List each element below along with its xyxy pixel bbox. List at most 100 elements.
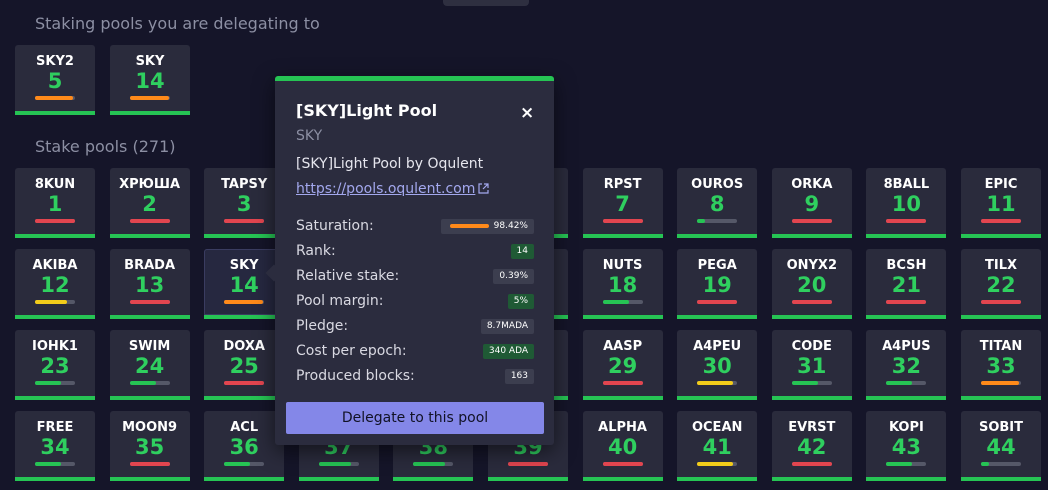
- saturation-bar: [981, 300, 1021, 304]
- stat-label: Pledge:: [296, 318, 349, 334]
- pool-rank: 43: [891, 435, 921, 459]
- pool-tile[interactable]: AKIBA 12: [15, 249, 95, 319]
- stake-pools-section-title: Stake pools (271): [35, 137, 176, 156]
- pool-rank: 25: [229, 354, 259, 378]
- pool-ticker: BRADA: [124, 258, 176, 273]
- pool-description: [SKY]Light Pool by Oqulent: [296, 156, 484, 172]
- pool-rank: 29: [607, 354, 638, 378]
- pool-rank: 34: [40, 435, 70, 459]
- saturation-bar: [35, 381, 75, 385]
- pool-tile[interactable]: TAPSY 3: [204, 168, 285, 238]
- pool-ticker: ХРЮША: [119, 177, 181, 192]
- pool-rank: 13: [134, 273, 165, 297]
- pool-tile[interactable]: IOHK1 23: [15, 330, 95, 400]
- pool-tile[interactable]: 8BALL 10: [866, 168, 947, 238]
- pool-homepage-link[interactable]: https://pools.oqulent.com: [296, 181, 489, 197]
- pool-ticker: NUTS: [602, 258, 643, 273]
- saturation-fill: [35, 381, 61, 385]
- pool-tile[interactable]: EPIC 11: [961, 168, 1041, 238]
- pool-tile[interactable]: A4PEU 30: [677, 330, 758, 400]
- close-icon[interactable]: ×: [520, 103, 535, 123]
- pool-tile[interactable]: PEGA 19: [677, 249, 758, 319]
- pool-tooltip: [SKY]Light Pool SKY × [SKY]Light Pool by…: [265, 76, 554, 445]
- pool-rank: 22: [986, 273, 1016, 297]
- stat-value-badge: 14: [510, 244, 534, 259]
- pool-tile[interactable]: ХРЮША 2: [109, 168, 190, 238]
- saturation-fill: [35, 300, 67, 304]
- pool-tile[interactable]: SKY2 5: [15, 45, 95, 115]
- pool-tile[interactable]: ALPHA 40: [582, 411, 663, 481]
- saturation-fill: [886, 381, 913, 385]
- pool-rank: 33: [986, 354, 1016, 378]
- pool-tile[interactable]: SKY 14: [204, 249, 285, 319]
- pool-tile[interactable]: OUROS 8: [677, 168, 758, 238]
- saturation-bar: [35, 96, 75, 100]
- pool-tile[interactable]: EVRST 42: [771, 411, 852, 481]
- saturation-bar: [697, 219, 738, 223]
- pool-rank: 8: [709, 192, 725, 216]
- saturation-bar: [697, 381, 738, 385]
- external-link-icon: [478, 183, 489, 194]
- saturation-fill: [981, 219, 1021, 223]
- pool-tile[interactable]: TILX 22: [961, 249, 1041, 319]
- pool-tile[interactable]: SKY 14: [110, 45, 190, 115]
- pool-tile[interactable]: BRADA 13: [109, 249, 190, 319]
- pool-ticker: 8KUN: [34, 177, 76, 192]
- pool-rank: 21: [891, 273, 921, 297]
- pool-tile[interactable]: RPST 7: [582, 168, 663, 238]
- pool-tile[interactable]: SWIM 24: [109, 330, 190, 400]
- pool-tile[interactable]: 8KUN 1: [15, 168, 95, 238]
- saturation-fill: [413, 462, 446, 466]
- pool-tile[interactable]: DOXA 25: [204, 330, 285, 400]
- pool-rank: 20: [797, 273, 827, 297]
- pool-tile[interactable]: A4PUS 32: [866, 330, 947, 400]
- pool-tile[interactable]: ORKA 9: [771, 168, 852, 238]
- pool-rank: 9: [804, 192, 820, 216]
- saturation-fill: [981, 300, 1021, 304]
- saturation-bar: [224, 219, 265, 223]
- saturation-bar: [450, 224, 489, 228]
- pool-ticker: BCSH: [886, 258, 927, 273]
- pool-ticker: TITAN: [979, 339, 1023, 354]
- saturation-bar: [981, 462, 1021, 466]
- pool-ticker: TAPSY: [221, 177, 268, 192]
- saturation-fill: [602, 300, 629, 304]
- pool-tile[interactable]: AASP 29: [582, 330, 663, 400]
- saturation-bar: [602, 300, 643, 304]
- pool-tile[interactable]: NUTS 18: [582, 249, 663, 319]
- saturation-bar: [508, 462, 548, 466]
- saturation-bar: [413, 462, 454, 466]
- saturation-row: Saturation: 98.42%: [296, 216, 534, 236]
- stat-row: Cost per epoch: 340 ADA: [296, 341, 534, 361]
- saturation-fill: [602, 381, 643, 385]
- saturation-fill: [791, 462, 832, 466]
- pool-tile[interactable]: MOON9 35: [109, 411, 190, 481]
- saturation-fill: [318, 462, 351, 466]
- pool-tile[interactable]: SOBIT 44: [961, 411, 1041, 481]
- pool-homepage-url: https://pools.oqulent.com: [296, 181, 476, 197]
- delegate-button[interactable]: Delegate to this pool: [286, 402, 544, 434]
- pool-tile[interactable]: FREE 34: [15, 411, 95, 481]
- pool-tile[interactable]: TITAN 33: [961, 330, 1041, 400]
- pool-ticker: OCEAN: [691, 420, 743, 435]
- stat-value-badge: 8.7MADA: [480, 319, 534, 334]
- pool-ticker: ALPHA: [598, 420, 647, 435]
- pool-rank: 10: [891, 192, 921, 216]
- stat-label: Pool margin:: [296, 293, 384, 309]
- stat-value-badge: 163: [504, 369, 534, 384]
- saturation-label: Saturation:: [296, 218, 374, 234]
- saturation-fill: [129, 462, 170, 466]
- top-action-button[interactable]: [443, 0, 529, 6]
- stat-row: Pledge: 8.7MADA: [296, 316, 534, 336]
- pool-rank: 44: [986, 435, 1016, 459]
- pool-tile[interactable]: BCSH 21: [866, 249, 947, 319]
- pool-tile[interactable]: KOPI 43: [866, 411, 947, 481]
- pool-ticker: SKY2: [36, 54, 74, 69]
- pool-tile[interactable]: CODE 31: [771, 330, 852, 400]
- pool-tile[interactable]: ONYX2 20: [771, 249, 852, 319]
- saturation-fill: [697, 219, 706, 223]
- pool-tile[interactable]: ACL 36: [204, 411, 285, 481]
- pool-rank: 14: [229, 273, 259, 297]
- pool-tile[interactable]: OCEAN 41: [677, 411, 758, 481]
- saturation-fill: [35, 462, 61, 466]
